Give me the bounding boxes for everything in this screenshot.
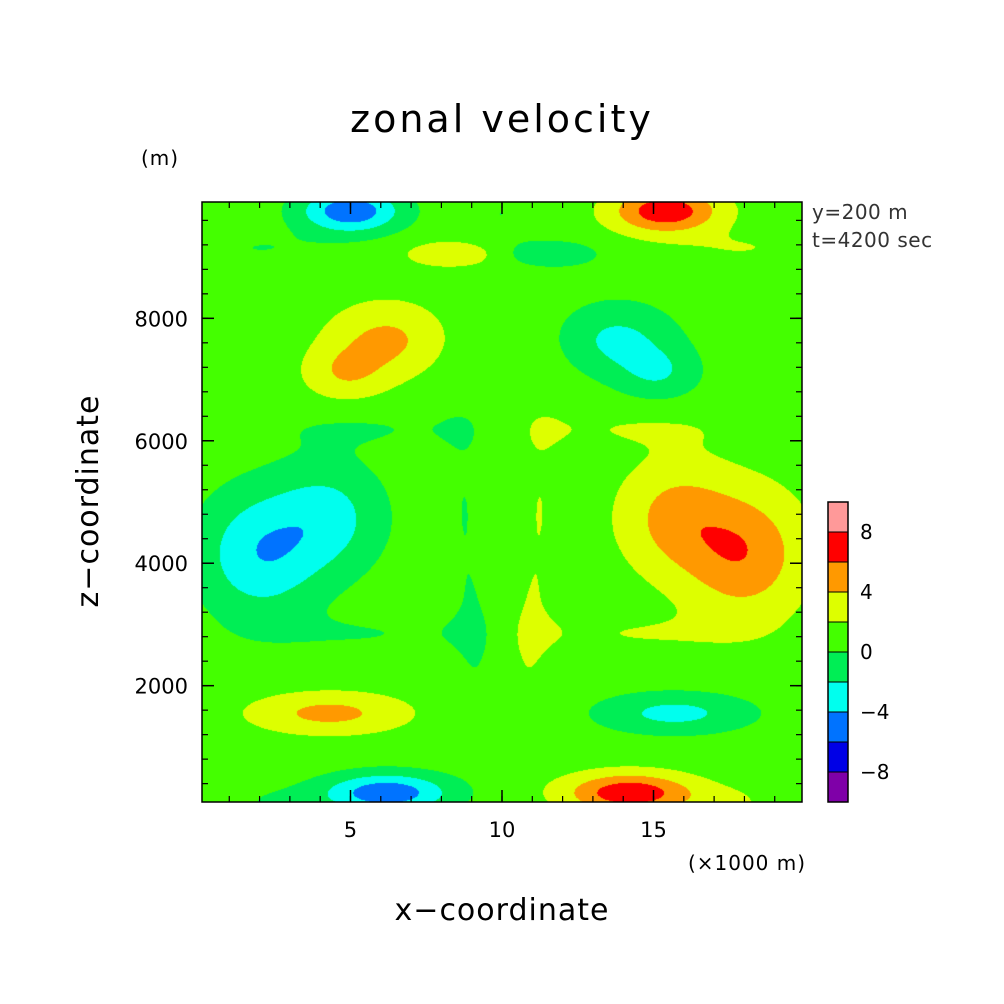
colorbar-swatch [828,772,848,802]
y-tick-label: 2000 [135,675,188,699]
colorbar-frame [827,501,849,803]
colorbar-swatch [828,502,848,532]
colorbar-swatch [828,742,848,772]
colorbar-swatch [828,532,848,562]
colorbar-tick-label: −4 [860,700,889,724]
axis-ticks: 5 10 15 2000 4000 6000 8000 [135,202,802,842]
x-tick-label: 5 [344,818,357,842]
colorbar-swatch [828,652,848,682]
colorbar-tick-label: 8 [860,520,873,544]
colorbar-swatch [828,682,848,712]
y-tick-label: 6000 [135,430,188,454]
annotation-time: t=4200 sec [812,228,933,252]
plot-area [202,202,802,802]
chart-title: zonal velocity [350,97,654,141]
y-axis-label: z−coordinate [71,395,106,608]
colorbar: −8 −4 0 4 8 [827,501,889,803]
annotation-y-position: y=200 m [812,200,908,224]
x-tick-label: 15 [640,818,667,842]
y-tick-label: 8000 [135,307,188,331]
y-tick-label: 4000 [135,552,188,576]
colorbar-tick-label: 0 [860,640,873,664]
colorbar-swatch [828,592,848,622]
x-axis-unit: (×1000 m) [688,851,806,875]
plot-frame [201,201,803,803]
x-tick-label: 10 [489,818,516,842]
colorbar-swatch [828,622,848,652]
colorbar-swatch [828,562,848,592]
colorbar-swatch [828,712,848,742]
x-axis-label: x−coordinate [395,893,610,928]
colorbar-tick-label: −8 [860,760,889,784]
velocity-field [202,202,802,802]
colorbar-tick-label: 4 [860,580,873,604]
y-axis-unit: (m) [141,146,179,170]
